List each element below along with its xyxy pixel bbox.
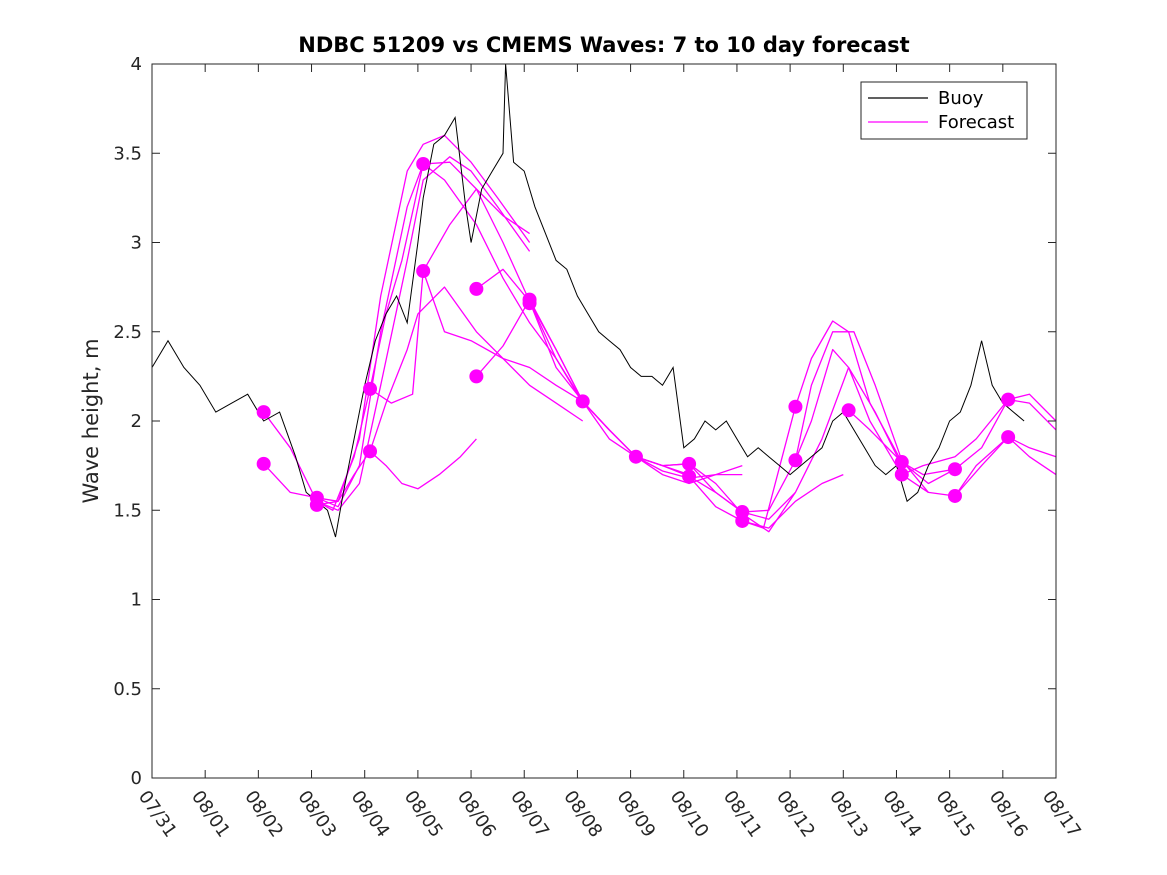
forecast-line — [901, 393, 1057, 476]
forecast-start-marker — [363, 381, 378, 396]
forecast-line — [316, 134, 531, 506]
forecast-line — [794, 348, 1009, 497]
forecast-start-marker — [416, 156, 431, 171]
forecast-start-marker — [682, 469, 697, 484]
forecast-line — [316, 161, 530, 508]
legend-forecast-label: Forecast — [938, 112, 1014, 133]
plot-area — [151, 63, 1057, 538]
legend: Buoy Forecast — [860, 81, 1028, 140]
forecast-start-marker — [575, 394, 590, 409]
forecast-start-marker — [522, 296, 537, 311]
forecast-start-marker — [363, 444, 378, 459]
forecast-start-marker — [256, 405, 271, 420]
forecast-line — [582, 400, 844, 529]
forecast-start-marker — [416, 264, 431, 279]
forecast-start-marker — [788, 399, 803, 414]
forecast-start-marker — [256, 456, 271, 471]
y-tick-label: 3.5 — [113, 143, 142, 164]
y-tick-label: 2.5 — [113, 322, 142, 343]
y-tick-label: 3 — [131, 233, 142, 254]
forecast-line — [316, 156, 531, 511]
forecast-start-marker — [682, 456, 697, 471]
forecast-start-marker — [894, 467, 909, 482]
y-tick-label: 4 — [131, 54, 142, 75]
forecast-start-marker — [947, 488, 962, 503]
forecast-line — [369, 163, 584, 404]
forecast-start-marker — [735, 513, 750, 528]
y-tick-label: 1 — [131, 590, 142, 611]
forecast-start-marker — [469, 369, 484, 384]
y-tick-label: 1.5 — [113, 500, 142, 521]
forecast-start-marker — [841, 403, 856, 418]
legend-buoy-label: Buoy — [938, 88, 984, 109]
forecast-start-marker — [1001, 430, 1016, 445]
y-tick-label: 0 — [131, 768, 142, 789]
forecast-line — [1007, 436, 1057, 476]
y-axis-label: Wave height, m — [79, 338, 103, 503]
forecast-start-marker — [894, 455, 909, 470]
forecast-line — [635, 366, 903, 533]
forecast-line — [369, 438, 477, 490]
forecast-line — [369, 270, 584, 404]
y-tick-label: 2 — [131, 411, 142, 432]
forecast-line — [742, 320, 956, 529]
forecast-line — [369, 286, 584, 452]
forecast-start-marker — [788, 453, 803, 468]
legend-box — [860, 81, 1028, 140]
y-tick-label: 0.5 — [113, 679, 142, 700]
forecast-start-marker — [1001, 392, 1016, 407]
buoy-line — [151, 63, 1025, 538]
forecast-start-marker — [469, 281, 484, 296]
chart-title: NDBC 51209 vs CMEMS Waves: 7 to 10 day f… — [298, 33, 909, 57]
forecast-start-marker — [947, 462, 962, 477]
forecast-start-marker — [309, 497, 324, 512]
forecast-start-marker — [628, 449, 643, 464]
forecast-line — [688, 331, 929, 513]
forecast-line — [475, 298, 743, 485]
